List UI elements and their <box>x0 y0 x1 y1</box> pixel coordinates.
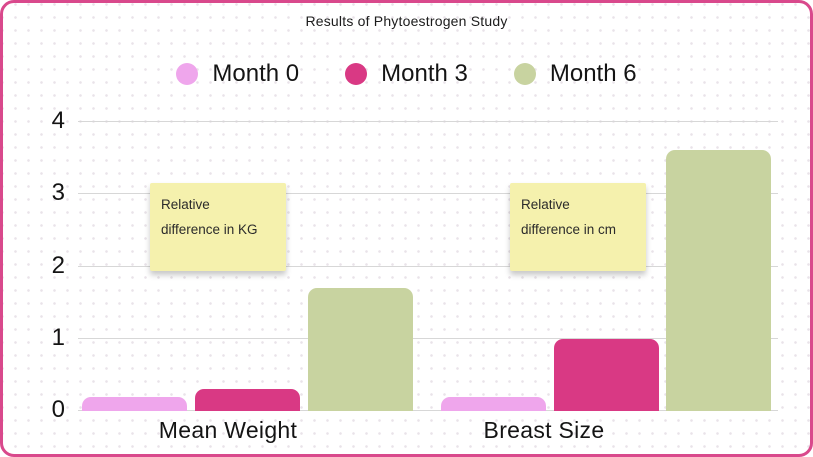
legend: Month 0 Month 3 Month 6 <box>3 60 810 88</box>
bar-mean-weight-month-0 <box>82 396 187 411</box>
legend-item-month-0[interactable]: Month 0 <box>176 60 299 88</box>
gridline-1 <box>78 338 778 339</box>
gridline-3 <box>78 193 778 194</box>
annotation-note-kg-line-2: difference in KG <box>161 222 258 237</box>
legend-label-month-0: Month 0 <box>212 60 300 87</box>
bar-breast-size-month-6 <box>666 150 771 411</box>
plot-area: 4 3 2 1 0 Relative difference in KG Rela… <box>52 107 778 443</box>
bar-breast-size-month-3 <box>554 338 659 411</box>
legend-swatch-month-6-icon <box>513 63 536 85</box>
y-axis-tick-4: 4 <box>51 107 65 134</box>
legend-item-month-6[interactable]: Month 6 <box>513 60 637 88</box>
y-axis-tick-1: 1 <box>51 324 65 351</box>
legend-item-month-3[interactable]: Month 3 <box>345 60 468 88</box>
annotation-note-kg[interactable]: Relative difference in KG <box>150 183 286 271</box>
legend-swatch-month-3-icon <box>345 63 368 85</box>
annotation-note-cm-line-2: difference in cm <box>521 222 617 237</box>
legend-label-month-6: Month 6 <box>549 60 637 87</box>
bar-mean-weight-month-6 <box>308 287 413 411</box>
y-axis-tick-0: 0 <box>51 396 65 423</box>
bar-mean-weight-month-3 <box>195 389 300 411</box>
y-axis-tick-3: 3 <box>51 179 65 206</box>
x-axis-label-breast-size: Breast Size <box>483 417 605 443</box>
annotation-note-kg-line-1: Relative <box>161 197 210 212</box>
legend-label-month-3: Month 3 <box>381 60 468 87</box>
x-axis-label-mean-weight: Mean Weight <box>158 417 298 443</box>
gridline-2 <box>78 266 778 267</box>
legend-swatch-month-0-icon <box>176 63 199 85</box>
gridline-0 <box>78 410 778 411</box>
gridline-4 <box>78 121 778 122</box>
chart-title: Results of Phytoestrogen Study <box>305 13 508 29</box>
annotation-note-cm[interactable]: Relative difference in cm <box>510 183 646 271</box>
annotation-note-cm-line-1: Relative <box>521 197 570 212</box>
bar-breast-size-month-0 <box>441 396 546 411</box>
y-axis-tick-2: 2 <box>51 252 65 279</box>
